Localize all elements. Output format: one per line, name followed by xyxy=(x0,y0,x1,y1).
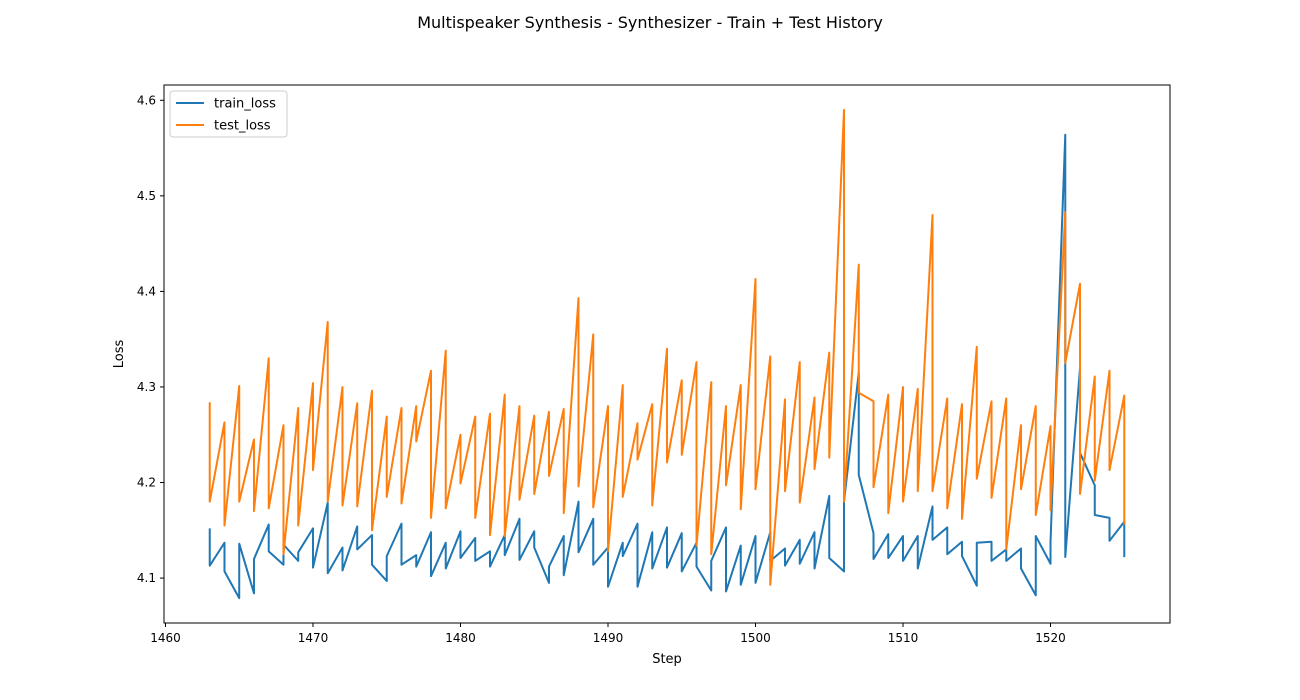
legend: train_loss test_loss xyxy=(169,90,288,138)
legend-label-test-loss: test_loss xyxy=(214,119,271,134)
x-axis: 1460 1470 1480 1490 1500 1510 1520 xyxy=(150,623,1066,645)
y-tick-label: 4.3 xyxy=(137,380,156,394)
y-tick-label: 4.1 xyxy=(137,571,156,585)
y-axis-label: Loss xyxy=(112,340,127,369)
x-axis-label: Step xyxy=(652,652,682,667)
series-line-test-loss xyxy=(208,108,1126,586)
y-tick-label: 4.4 xyxy=(137,284,156,298)
x-tick-label: 1510 xyxy=(888,631,919,645)
series-line-train-loss xyxy=(208,133,1126,600)
y-tick-label: 4.2 xyxy=(137,476,156,490)
x-tick-label: 1480 xyxy=(445,631,476,645)
axes-frame xyxy=(163,84,1171,624)
legend-label-train-loss: train_loss xyxy=(214,97,276,112)
chart-title: Multispeaker Synthesis - Synthesizer - T… xyxy=(417,13,883,32)
plot-area xyxy=(163,84,1171,624)
y-tick-label: 4.6 xyxy=(137,93,156,107)
x-tick-label: 1490 xyxy=(593,631,624,645)
y-axis: 4.1 4.2 4.3 4.4 4.5 4.6 xyxy=(137,93,164,585)
x-tick-label: 1520 xyxy=(1035,631,1066,645)
x-tick-label: 1470 xyxy=(298,631,329,645)
x-tick-label: 1500 xyxy=(740,631,771,645)
y-tick-label: 4.5 xyxy=(137,189,156,203)
series-layer xyxy=(208,108,1126,600)
x-tick-label: 1460 xyxy=(150,631,181,645)
